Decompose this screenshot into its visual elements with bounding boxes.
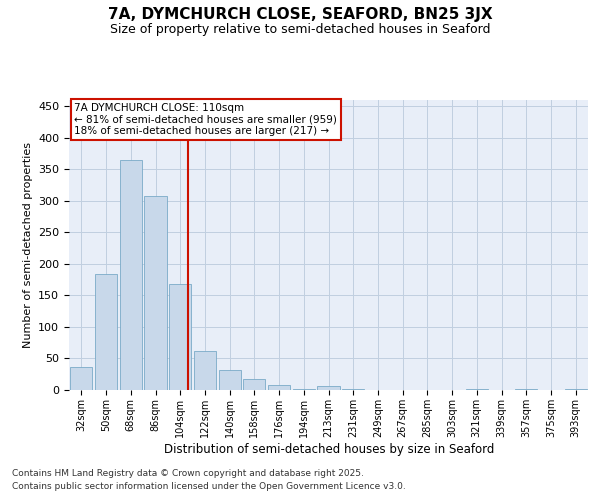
Text: Distribution of semi-detached houses by size in Seaford: Distribution of semi-detached houses by … [164,442,494,456]
Bar [95,274,117,390]
Bar [119,160,142,390]
Bar [268,385,290,390]
Bar [169,284,191,390]
Bar [218,370,241,390]
Y-axis label: Number of semi-detached properties: Number of semi-detached properties [23,142,32,348]
Bar [194,351,216,390]
Text: 7A DYMCHURCH CLOSE: 110sqm
← 81% of semi-detached houses are smaller (959)
18% o: 7A DYMCHURCH CLOSE: 110sqm ← 81% of semi… [74,103,337,136]
Bar [515,388,538,390]
Text: Contains public sector information licensed under the Open Government Licence v3: Contains public sector information licen… [12,482,406,491]
Bar [565,388,587,390]
Bar [317,386,340,390]
Bar [466,388,488,390]
Text: Contains HM Land Registry data © Crown copyright and database right 2025.: Contains HM Land Registry data © Crown c… [12,468,364,477]
Bar [342,388,364,390]
Bar [70,366,92,390]
Bar [243,378,265,390]
Bar [293,388,315,390]
Text: 7A, DYMCHURCH CLOSE, SEAFORD, BN25 3JX: 7A, DYMCHURCH CLOSE, SEAFORD, BN25 3JX [107,8,493,22]
Bar [145,196,167,390]
Text: Size of property relative to semi-detached houses in Seaford: Size of property relative to semi-detach… [110,24,490,36]
